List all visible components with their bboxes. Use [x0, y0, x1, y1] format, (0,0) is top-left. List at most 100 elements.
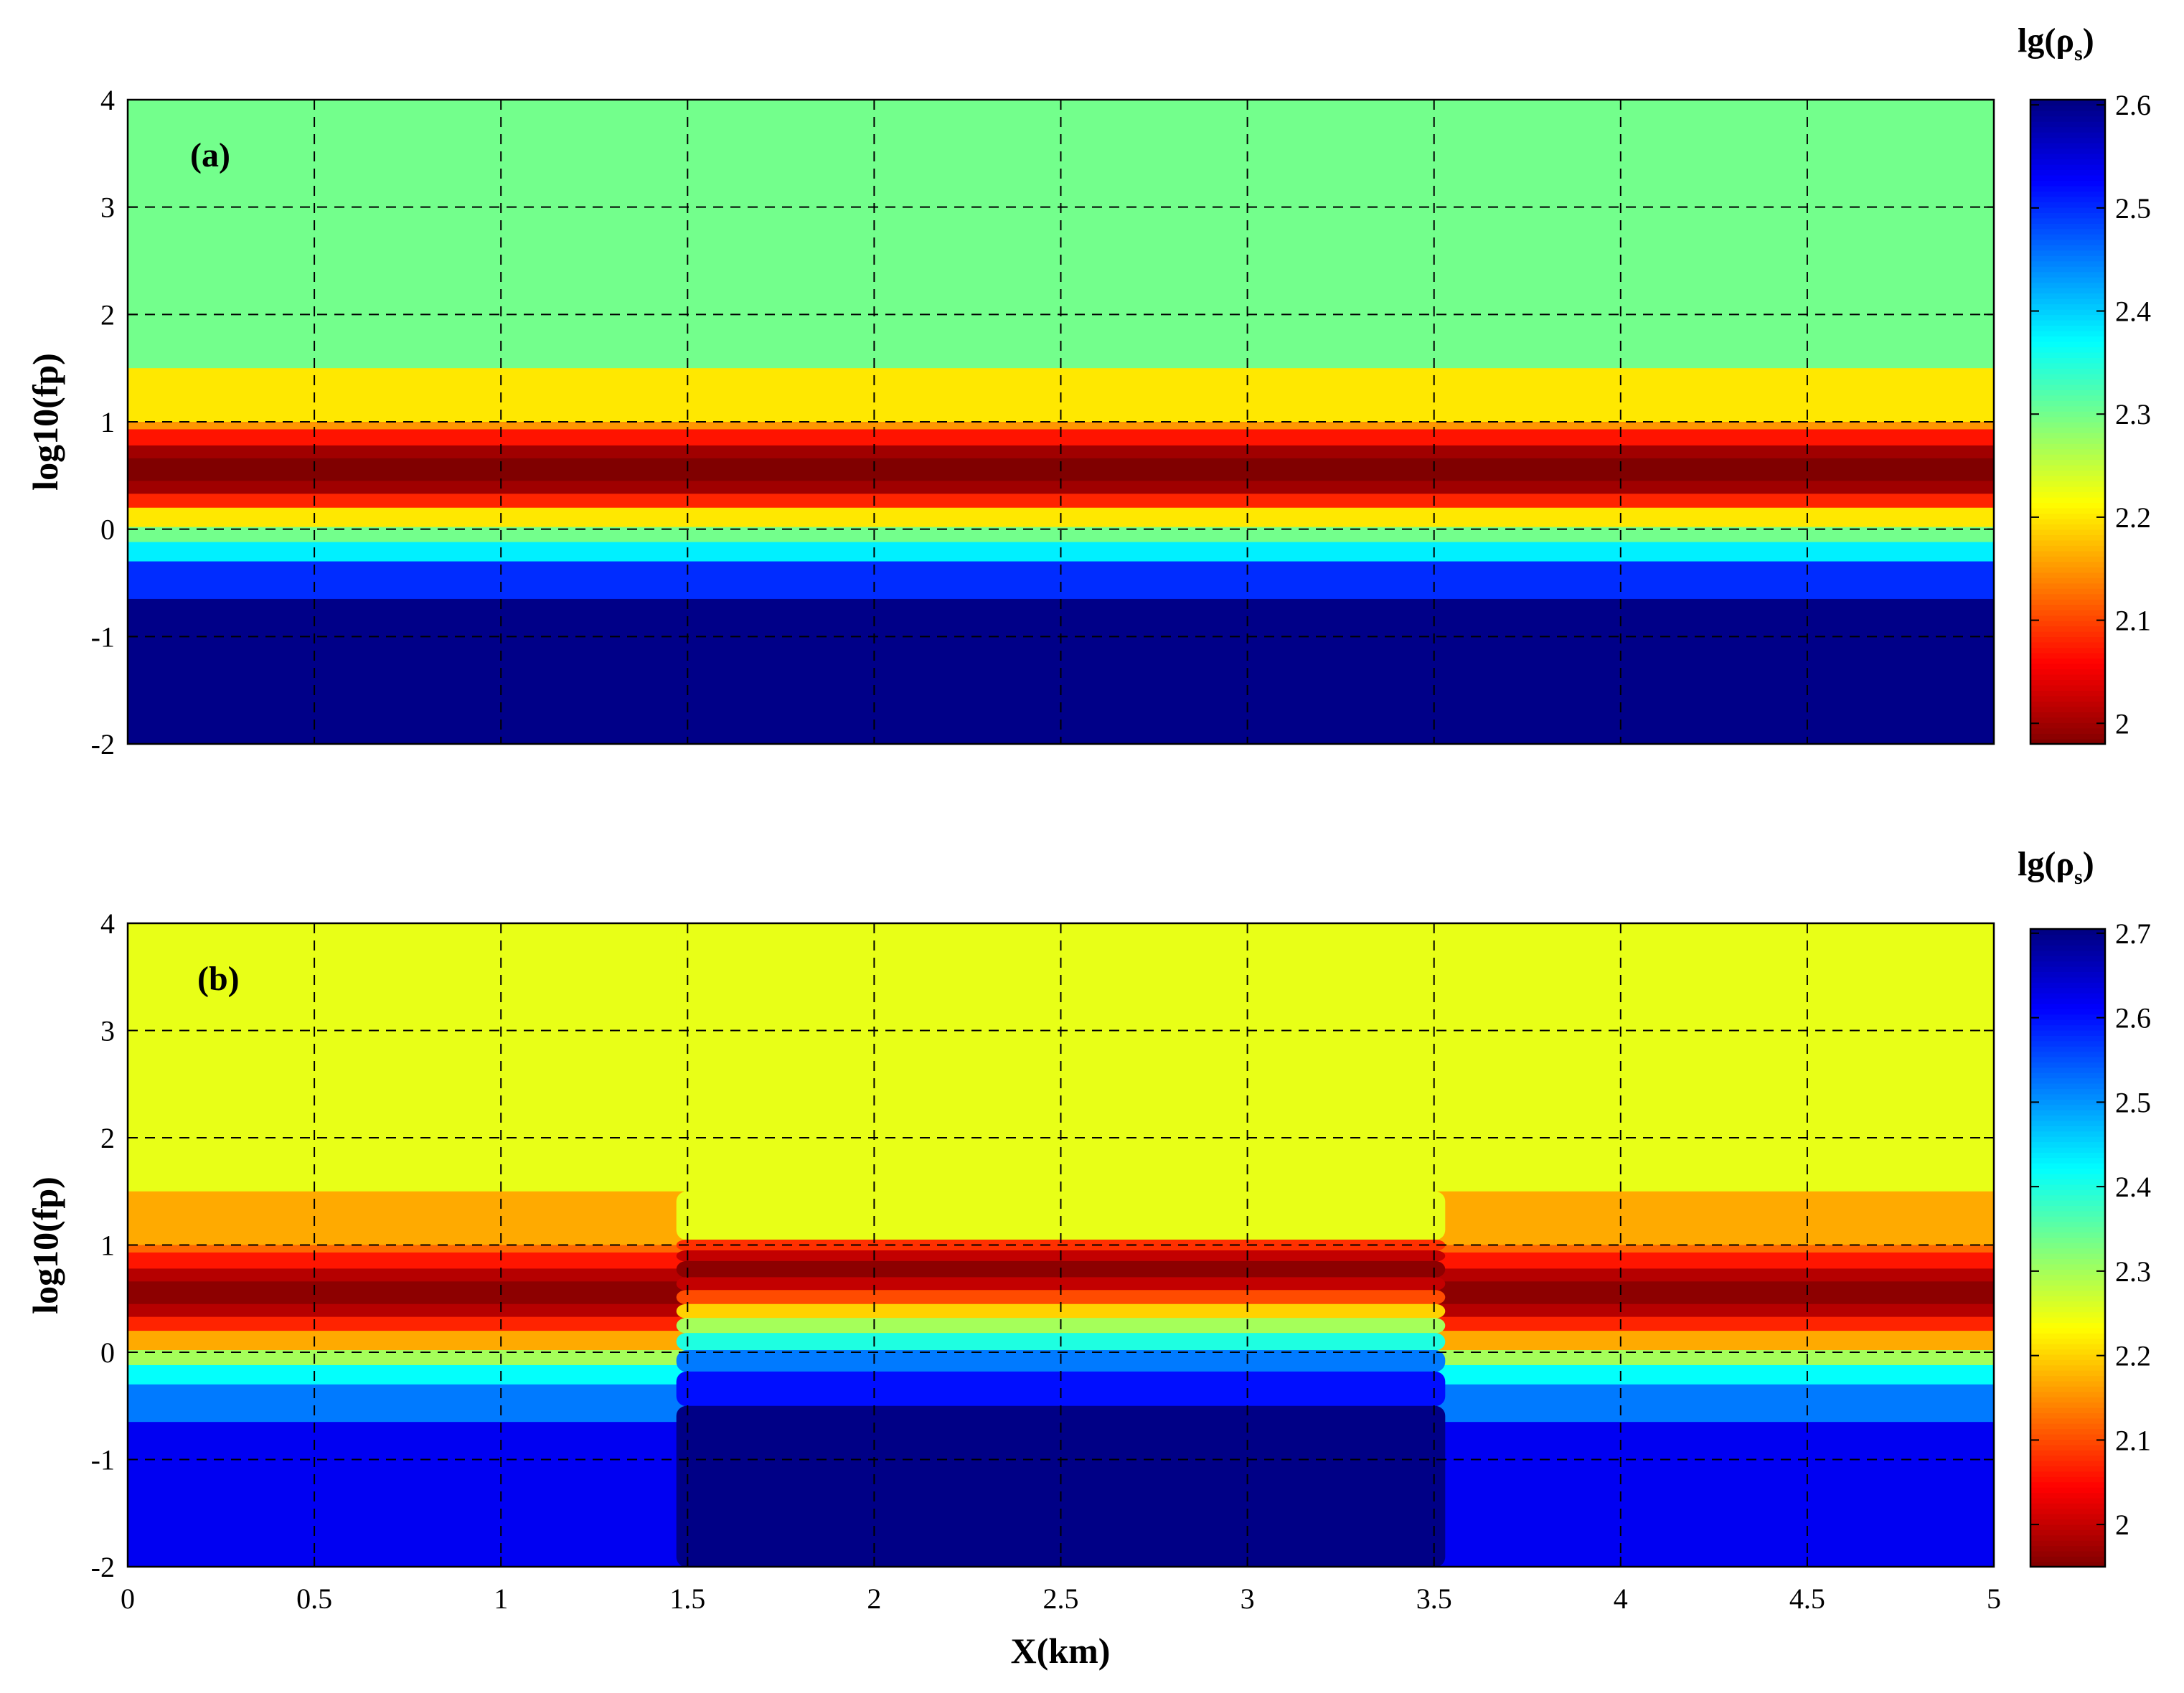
- colorbar-segment: [2030, 180, 2105, 187]
- colorbar-segment: [2030, 1359, 2105, 1366]
- colorbar-segment: [2030, 464, 2105, 471]
- y-tick-label: 4: [100, 84, 115, 116]
- colorbar-segment: [2030, 1168, 2105, 1174]
- y-tick-label: 1: [100, 1230, 115, 1262]
- y-tick-label: -1: [91, 621, 115, 653]
- colorbar-segment: [2030, 1152, 2105, 1159]
- colorbar-segment: [2030, 142, 2105, 149]
- colorbar-segment: [2030, 1088, 2105, 1095]
- colorbar-segment: [2030, 207, 2105, 213]
- colorbar-segment: [2030, 1253, 2105, 1260]
- colorbar-segment: [2030, 1173, 2105, 1179]
- colorbar-segment: [2030, 110, 2105, 117]
- x-ticks-b: 0 0.5 1 1.5 2 2.5 3 3.5 4 4.5 5: [121, 1557, 2001, 1615]
- colorbar-segment: [2030, 308, 2105, 316]
- colorbar-tick-label: 2.3: [2115, 398, 2151, 430]
- colorbar-segment: [2030, 727, 2105, 734]
- colorbar-segment: [2030, 293, 2105, 299]
- colorbar-segment: [2030, 1311, 2105, 1318]
- colorbar-segment: [2030, 518, 2105, 524]
- colorbar-tick-label: 2.6: [2115, 89, 2151, 121]
- colorbar-segment: [2030, 976, 2105, 983]
- x-tick-label: 0: [121, 1583, 135, 1615]
- colorbar-segment: [2030, 539, 2105, 546]
- colorbar-segment: [2030, 126, 2105, 133]
- colorbar-tick-label: 2.7: [2115, 918, 2151, 950]
- colorbar-segment: [2030, 481, 2105, 487]
- colorbar-segment: [2030, 1492, 2105, 1499]
- colorbar-segment: [2030, 1481, 2105, 1488]
- colorbar-b: 2 2.1 2.2 2.3 2.4 2.5 2.6 2.7: [2029, 918, 2151, 1568]
- colorbar-segment: [2030, 169, 2105, 176]
- colorbar-segment: [2030, 950, 2105, 956]
- colorbar-segment: [2030, 1269, 2105, 1275]
- colorbar-segment: [2030, 265, 2105, 273]
- colorbar-segment: [2030, 438, 2105, 444]
- colorbar-segment: [2030, 1561, 2105, 1567]
- colorbar-segment: [2030, 647, 2105, 654]
- colorbar-segment: [2030, 695, 2105, 702]
- colorbar-segment: [2030, 159, 2105, 165]
- colorbar-frame: [2029, 98, 2107, 745]
- colorbar-segment: [2030, 287, 2105, 294]
- colorbar-segment: [2030, 987, 2105, 994]
- colorbar-segment: [2030, 486, 2105, 493]
- colorbar-segment: [2030, 303, 2105, 310]
- colorbar-segment: [2030, 1232, 2105, 1238]
- colorbar-segment: [2030, 115, 2105, 122]
- colorbar-segment: [2030, 1545, 2105, 1552]
- y-tick-label: -1: [91, 1444, 115, 1476]
- colorbar-segment: [2030, 1471, 2105, 1477]
- colorbar-segment: [2030, 395, 2105, 401]
- colorbar-segment: [2030, 1279, 2105, 1286]
- colorbar-segment: [2030, 1131, 2105, 1137]
- colorbar-segment: [2030, 1136, 2105, 1143]
- colorbar-segment: [2030, 357, 2105, 364]
- anomaly-band: [676, 1405, 1446, 1567]
- colorbar-segment: [2030, 416, 2105, 423]
- x-axis-label: X(km): [1011, 1631, 1111, 1671]
- colorbar-segment: [2030, 561, 2105, 567]
- colorbar-segment: [2030, 1024, 2105, 1031]
- colorbar-segment: [2030, 1402, 2105, 1408]
- colorbar-segment: [2030, 722, 2105, 729]
- colorbar-segment: [2030, 1497, 2105, 1504]
- x-tick-label: 1: [494, 1583, 508, 1615]
- colorbar-segment: [2030, 1466, 2105, 1472]
- colorbar-segment: [2030, 1045, 2105, 1052]
- panel-a: -2 -1 0 1 2 3 4 (a) log10(fp) 2 2.1 2.2 2.3 2.4 2.5…: [25, 22, 2151, 760]
- colorbar-segment: [2030, 411, 2105, 418]
- colorbar-segment: [2030, 1343, 2105, 1350]
- colorbar-segment: [2030, 255, 2105, 262]
- colorbar-title-b-main: lg(ρ: [2018, 845, 2074, 883]
- colorbar-segment: [2030, 212, 2105, 219]
- colorbar-segment: [2030, 453, 2105, 461]
- colorbar-segment: [2030, 336, 2105, 342]
- colorbar-segment: [2030, 1179, 2105, 1185]
- colorbar-segment: [2030, 1486, 2105, 1494]
- colorbar-segment: [2030, 250, 2105, 256]
- y-tick-label: 3: [100, 1015, 115, 1047]
- colorbar-segment: [2030, 1120, 2105, 1126]
- colorbar-tick-label: 2.6: [2115, 1002, 2151, 1034]
- colorbar-segment: [2030, 1338, 2105, 1344]
- x-tick-label: 2: [867, 1583, 881, 1615]
- colorbar-segment: [2030, 956, 2105, 962]
- colorbar-segment: [2030, 1141, 2105, 1148]
- colorbar-segment: [2030, 1349, 2105, 1355]
- colorbar-segment: [2030, 524, 2105, 530]
- colorbar-segment: [2030, 1226, 2105, 1233]
- colorbar-segment: [2030, 1146, 2105, 1153]
- colorbar-segment: [2030, 588, 2105, 595]
- colorbar-segment: [2030, 598, 2105, 605]
- colorbar-segment: [2030, 228, 2105, 235]
- colorbar-segment: [2030, 1508, 2105, 1514]
- colorbar-segment: [2030, 121, 2105, 128]
- colorbar-tick-label: 2.4: [2115, 1171, 2151, 1203]
- colorbar-segment: [2030, 502, 2105, 509]
- anomaly-band: [676, 1277, 1446, 1291]
- colorbar-segment: [2030, 245, 2105, 251]
- colorbar-segment: [2030, 567, 2105, 573]
- colorbar-segment: [2030, 470, 2105, 476]
- colorbar-segment: [2030, 1519, 2105, 1525]
